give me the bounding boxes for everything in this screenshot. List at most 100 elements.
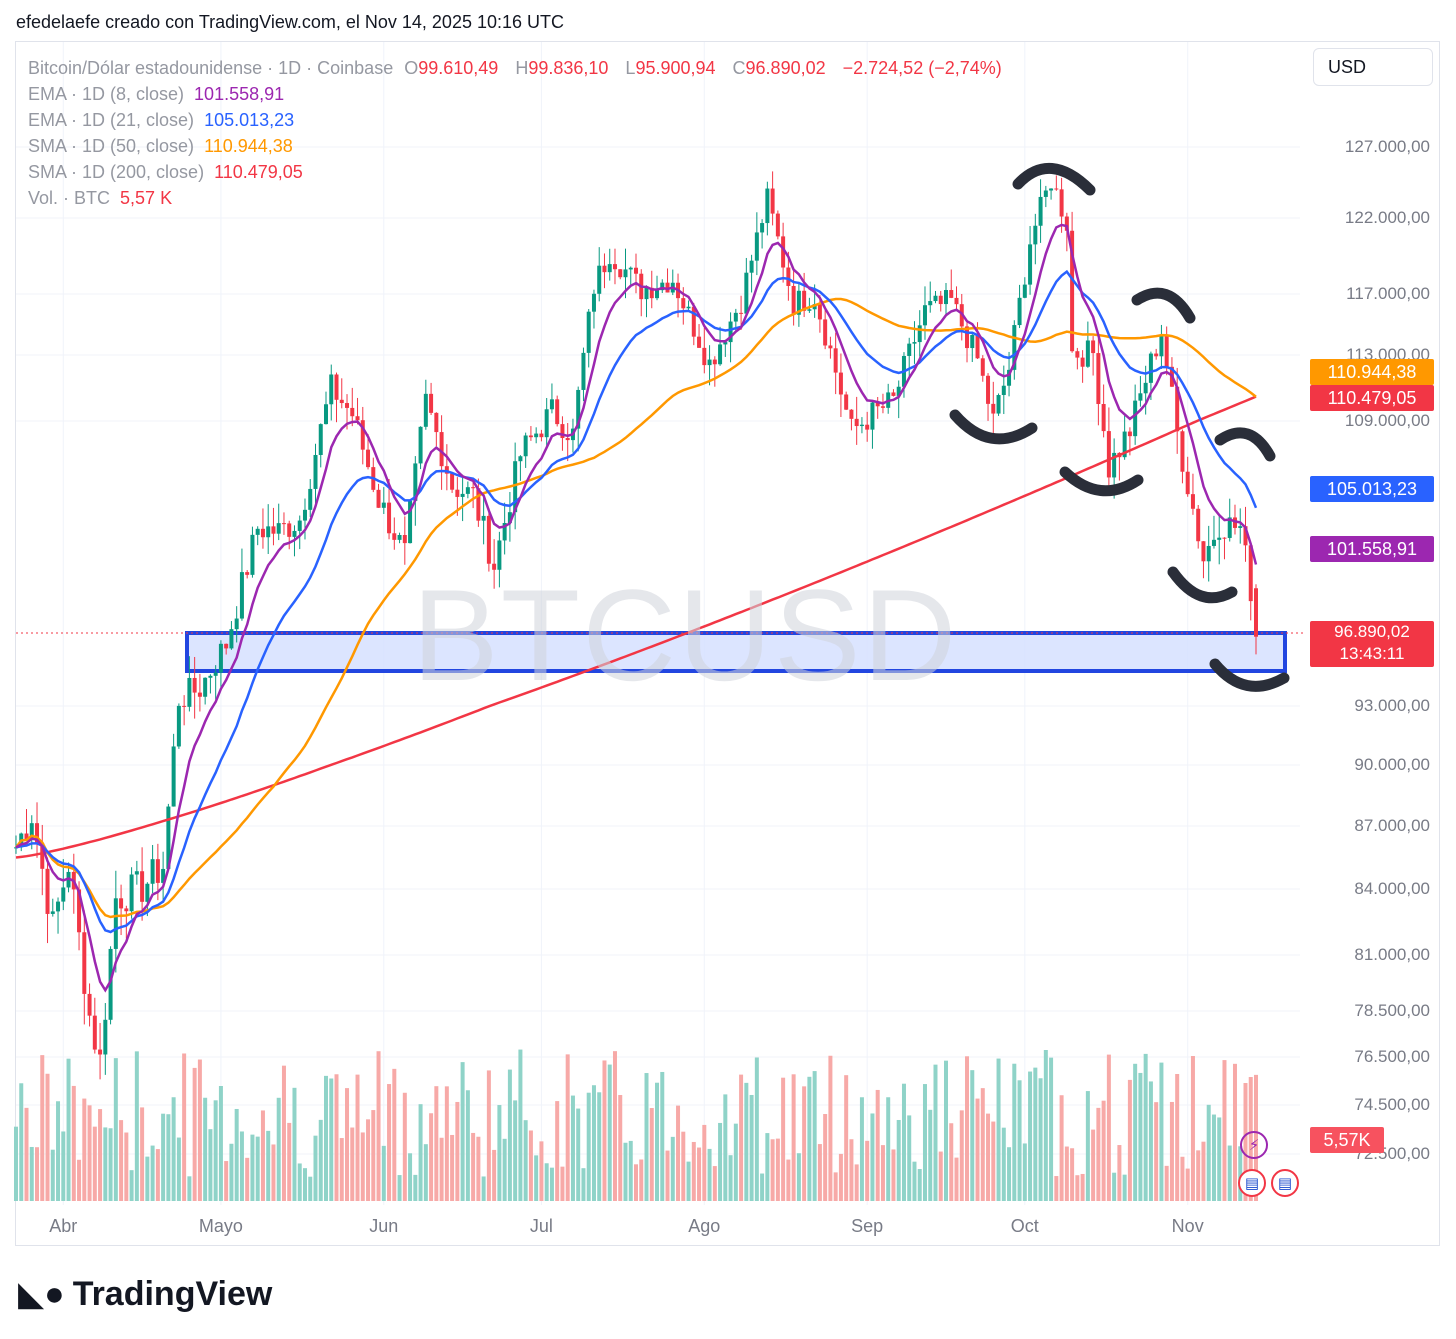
volume-bar (56, 1101, 61, 1201)
volume-bar (77, 1159, 82, 1201)
volume-bar (297, 1163, 302, 1201)
volume-bar (854, 1164, 859, 1201)
candle-body (965, 326, 970, 349)
candle-body (586, 311, 591, 353)
support-zone-box (185, 631, 1287, 673)
candle-body (739, 312, 744, 314)
candle-body (723, 342, 728, 345)
candle-body (50, 911, 55, 914)
candle-body (408, 500, 413, 544)
flash-icon[interactable]: ⚡ (1240, 1131, 1268, 1159)
volume-bar (1127, 1079, 1132, 1201)
volume-bar (912, 1161, 917, 1201)
candle-body (1222, 537, 1227, 539)
candle-body (681, 298, 686, 309)
author-line: efedelaefe creado con TradingView.com, e… (16, 12, 565, 32)
volume-bar (1222, 1060, 1227, 1201)
volume-bar (1148, 1081, 1153, 1201)
volume-bar (413, 1174, 418, 1201)
candle-body (1238, 526, 1243, 528)
candle-body (1248, 545, 1253, 602)
volume-bar (187, 1176, 192, 1201)
candle-body (854, 418, 859, 427)
candle-body (1038, 196, 1043, 226)
candle-body (376, 489, 381, 508)
legend-indicator-3[interactable]: SMA · 1D (200, close) 110.479,05 (28, 159, 1008, 185)
volume-bar (140, 1107, 145, 1201)
close-label: C (732, 58, 746, 78)
candle-body (271, 526, 276, 534)
time-axis-label: Nov (1171, 1216, 1204, 1236)
candle-body (770, 188, 775, 214)
candle-body (712, 359, 717, 365)
candle-body (1243, 526, 1248, 546)
volume-bar (838, 1153, 843, 1201)
volume-bar (591, 1085, 596, 1201)
volume-bar (565, 1054, 570, 1201)
candle-body (229, 629, 234, 649)
volume-bar (1049, 1057, 1054, 1201)
volume-bar (439, 1137, 444, 1201)
volume-bar (523, 1120, 528, 1201)
volume-bar (996, 1058, 1001, 1201)
candle-body (928, 301, 933, 306)
indicator-value: 5,57 K (120, 188, 173, 208)
volume-bar (807, 1076, 812, 1201)
volume-bar (728, 1155, 733, 1201)
volume-bar (92, 1126, 97, 1201)
candle-body (807, 309, 812, 311)
currency-selector[interactable]: USD (1313, 48, 1433, 86)
tradingview-logo[interactable]: ◣● TradingView (18, 1274, 272, 1314)
legend-indicator-1[interactable]: EMA · 1D (21, close) 105.013,23 (28, 107, 1008, 133)
volume-bar (791, 1074, 796, 1201)
volume-bar (875, 1089, 880, 1201)
volume-bar (1033, 1067, 1038, 1201)
candle-body (922, 305, 927, 326)
volume-bar (765, 1133, 770, 1201)
indicator-label: SMA · 1D (200, close) (28, 162, 205, 182)
legend[interactable]: Bitcoin/Dólar estadounidense · 1D · Coin… (28, 55, 1008, 211)
volume-bar (1169, 1101, 1174, 1201)
candle-body (581, 352, 586, 390)
volume-bar (928, 1109, 933, 1201)
volume-bar (50, 1149, 55, 1201)
candle-body (749, 260, 754, 273)
candle-body (1022, 284, 1027, 298)
volume-bar (1227, 1145, 1232, 1201)
candle-body (486, 515, 491, 564)
volume-bar (938, 1151, 943, 1201)
candle-body (1175, 386, 1180, 432)
candle-body (1112, 452, 1117, 478)
us-flag-icon[interactable]: ▤ (1238, 1169, 1266, 1197)
volume-bar (581, 1168, 586, 1201)
volume-bar (1175, 1074, 1180, 1201)
legend-indicator-4[interactable]: Vol. · BTC 5,57 K (28, 185, 1008, 211)
volume-bar (1080, 1173, 1085, 1201)
volume-bar (775, 1138, 780, 1201)
volume-bar (681, 1131, 686, 1201)
candle-body (1059, 189, 1064, 217)
change-value: −2.724,52 (−2,74%) (842, 58, 1002, 78)
legend-indicator-2[interactable]: SMA · 1D (50, close) 110.944,38 (28, 133, 1008, 159)
candle-body (360, 420, 365, 450)
us-flag-icon-2[interactable]: ▤ (1271, 1169, 1299, 1197)
candle-body (549, 399, 554, 410)
candle-body (145, 883, 150, 902)
volume-bar (823, 1114, 828, 1201)
volume-bar (444, 1086, 449, 1201)
volume-bar (796, 1153, 801, 1201)
volume-bar (1101, 1100, 1106, 1201)
volume-bar (670, 1136, 675, 1201)
candle-body (339, 399, 344, 404)
volume-bar (129, 1170, 134, 1201)
volume-bar (634, 1164, 638, 1201)
legend-indicator-0[interactable]: EMA · 1D (8, close) 101.558,91 (28, 81, 1008, 107)
volume-bar (1017, 1080, 1022, 1201)
volume-bar (623, 1142, 628, 1201)
volume-bar (350, 1127, 355, 1201)
candle-body (870, 402, 875, 430)
candle-body (1154, 353, 1159, 357)
volume-bar (1232, 1063, 1237, 1201)
candle-body (781, 236, 786, 268)
volume-bar (176, 1137, 181, 1201)
